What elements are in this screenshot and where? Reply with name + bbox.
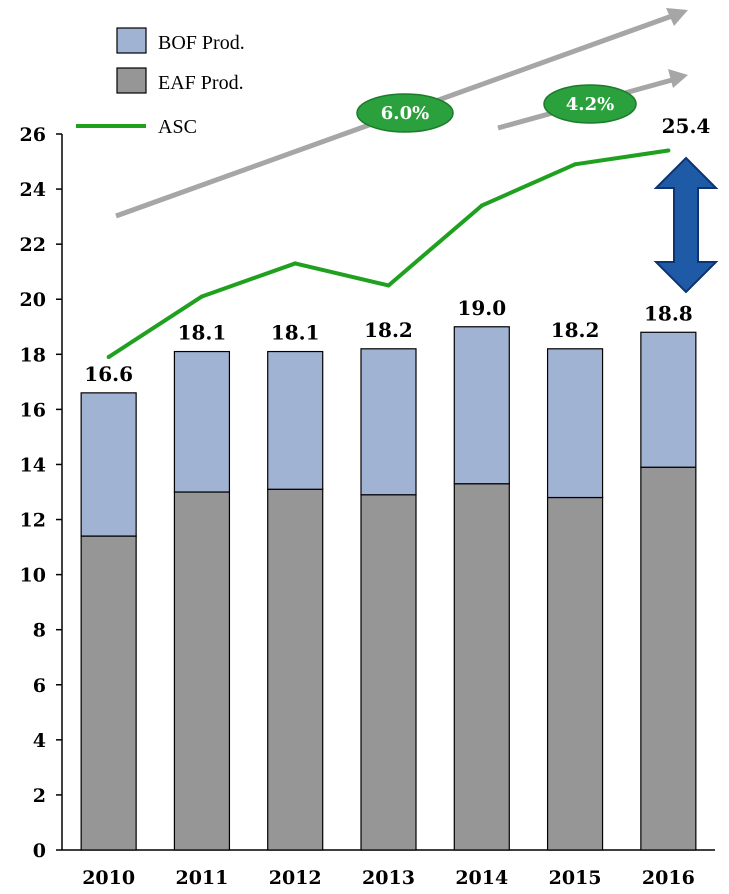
- asc-line-layer: [106, 148, 671, 360]
- legend-label-eaf: EAF Prod.: [158, 72, 244, 94]
- bar-bof: [267, 350, 324, 490]
- asc-point: [479, 203, 484, 208]
- x-tick-label: 2011: [175, 867, 228, 889]
- asc-point: [386, 283, 391, 288]
- asc-point: [293, 261, 298, 266]
- y-tick-label: 0: [33, 840, 46, 862]
- bar-eaf: [546, 496, 604, 851]
- legend-item-eaf: EAF Prod.: [116, 67, 244, 94]
- legend-item-asc: ASC: [76, 116, 197, 138]
- legend-label-bof: BOF Prod.: [158, 32, 245, 54]
- legend: BOF Prod. EAF Prod. ASC: [76, 27, 245, 138]
- asc-end-label: 25.4: [662, 114, 711, 138]
- y-tick-label: 14: [20, 454, 46, 476]
- total-label: 18.8: [644, 301, 693, 325]
- growth-badge-long-label: 6.0%: [381, 103, 429, 124]
- legend-label-asc: ASC: [158, 116, 197, 138]
- bar-bof: [640, 331, 697, 468]
- total-label: 16.6: [84, 362, 133, 386]
- x-tick-label: 2016: [642, 867, 695, 889]
- y-tick-label: 2: [33, 785, 46, 807]
- y-tick-label: 26: [20, 124, 46, 146]
- x-tick-label: 2010: [82, 867, 135, 889]
- y-tick-label: 22: [20, 234, 46, 256]
- growth-badge-long: 6.0%: [356, 93, 454, 133]
- y-tick-label: 8: [33, 620, 46, 642]
- total-label: 19.0: [457, 296, 506, 320]
- bar-eaf: [173, 491, 231, 851]
- total-label: 18.2: [364, 318, 413, 342]
- bar-eaf: [80, 535, 137, 851]
- y-tick-label: 20: [20, 289, 46, 311]
- asc-point: [666, 148, 671, 153]
- bars: [80, 326, 697, 851]
- legend-swatch-eaf: [116, 67, 147, 94]
- double-arrow-shape: [653, 156, 719, 294]
- asc-point: [573, 162, 578, 167]
- asc-point: [106, 355, 111, 360]
- x-tick-label: 2014: [455, 867, 508, 889]
- legend-item-bof: BOF Prod.: [116, 27, 245, 54]
- y-tick-label: 16: [20, 399, 46, 421]
- total-label: 18.1: [178, 321, 227, 345]
- y-tick-label: 10: [20, 565, 46, 587]
- bar-eaf: [453, 483, 510, 851]
- y-tick-label: 6: [33, 675, 46, 697]
- bar-bof: [80, 392, 137, 537]
- total-labels: 16.6 18.1 18.1 18.2 19.0 18.2 18.8: [84, 296, 692, 386]
- y-tick-label: 12: [20, 510, 46, 532]
- x-tick-label: 2013: [362, 867, 415, 889]
- bar-bof: [360, 348, 417, 496]
- bar-bof: [173, 350, 231, 493]
- trend-arrow-short-head: [668, 69, 688, 88]
- bar-eaf: [360, 494, 417, 851]
- legend-swatch-bof: [116, 27, 147, 54]
- y-tick-label: 4: [33, 730, 46, 752]
- bar-eaf: [640, 466, 697, 851]
- bar-bof: [453, 326, 510, 485]
- asc-point: [199, 294, 204, 299]
- bar-eaf: [267, 488, 324, 851]
- growth-badge-short: 4.2%: [543, 84, 637, 124]
- growth-badge-short-label: 4.2%: [566, 94, 614, 115]
- x-labels: 2010 2011 2012 2013 2014 2015 2016: [82, 867, 695, 889]
- double-arrow: [653, 156, 719, 294]
- x-tick-label: 2015: [549, 867, 602, 889]
- total-label: 18.1: [271, 321, 320, 345]
- growth-badges: 6.0% 4.2%: [356, 84, 637, 133]
- x-tick-label: 2012: [269, 867, 322, 889]
- trend-arrow-long-head: [666, 8, 688, 26]
- bar-bof: [546, 348, 604, 499]
- total-label: 18.2: [551, 318, 600, 342]
- y-tick-label: 18: [20, 344, 46, 366]
- y-tick-label: 24: [20, 179, 46, 201]
